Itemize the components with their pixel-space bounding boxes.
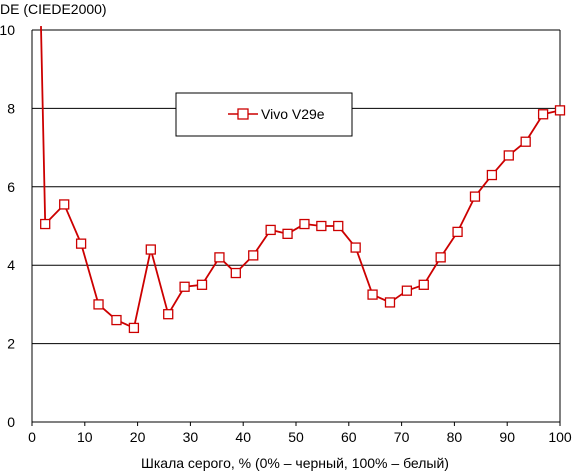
- x-tick-label: 20: [130, 429, 146, 445]
- x-tick-label: 10: [77, 429, 93, 445]
- legend-label: Vivo V29e: [261, 106, 325, 122]
- data-point: [452, 226, 463, 238]
- y-tick-label: 6: [7, 179, 15, 195]
- data-point: [520, 136, 531, 147]
- data-point: [179, 281, 190, 292]
- data-point: [248, 250, 259, 261]
- x-tick-label: 30: [183, 429, 199, 445]
- data-point: [418, 279, 429, 290]
- x-tick-label: 80: [447, 429, 463, 445]
- data-point: [384, 297, 396, 308]
- axes: [31, 30, 561, 426]
- data-point: [128, 322, 140, 334]
- data-point: [59, 199, 70, 210]
- data-point: [40, 218, 51, 230]
- series-line: [40, 26, 561, 329]
- data-point: [75, 238, 87, 249]
- y-tick-label: 2: [7, 336, 15, 352]
- y-tick-label: 0: [7, 414, 15, 430]
- x-tick-label: 0: [28, 429, 36, 445]
- data-point: [282, 228, 293, 239]
- x-tick-label: 70: [394, 429, 410, 445]
- x-axis-title: Шкала серого, % (0% – черный, 100% – бел…: [141, 455, 449, 471]
- data-point: [350, 242, 361, 253]
- data-point: [93, 299, 104, 310]
- gridlines: [32, 29, 560, 345]
- data-point: [435, 252, 446, 263]
- data-point: [111, 314, 122, 326]
- y-tick-label: 4: [7, 257, 15, 273]
- data-point: [214, 252, 225, 263]
- data-point: [299, 218, 310, 230]
- data-point: [537, 109, 549, 120]
- legend: Vivo V29e: [175, 92, 353, 137]
- data-point: [316, 220, 327, 232]
- x-tick-label: 50: [288, 429, 304, 445]
- x-tick-label: 100: [548, 429, 572, 445]
- data-point: [230, 267, 241, 279]
- x-tick-label: 90: [499, 429, 515, 445]
- data-point: [469, 191, 481, 202]
- data-point: [196, 279, 208, 290]
- data-point: [367, 289, 378, 300]
- x-tick-label: 60: [341, 429, 357, 445]
- data-point: [503, 150, 514, 161]
- data-point: [265, 224, 276, 236]
- data-point: [333, 220, 344, 232]
- y-tick-label: 8: [7, 100, 15, 116]
- x-tick-label: 40: [235, 429, 251, 445]
- legend-marker-swatch: [237, 108, 249, 120]
- series-layer: [40, 26, 566, 334]
- data-point: [401, 285, 413, 296]
- data-point: [163, 309, 174, 320]
- data-point: [145, 244, 156, 255]
- data-point: [486, 169, 498, 181]
- legend-box: [175, 92, 353, 137]
- y-axis-title: DE (CIEDE2000): [0, 1, 107, 17]
- data-point: [554, 105, 566, 116]
- y-tick-label: 10: [0, 22, 15, 38]
